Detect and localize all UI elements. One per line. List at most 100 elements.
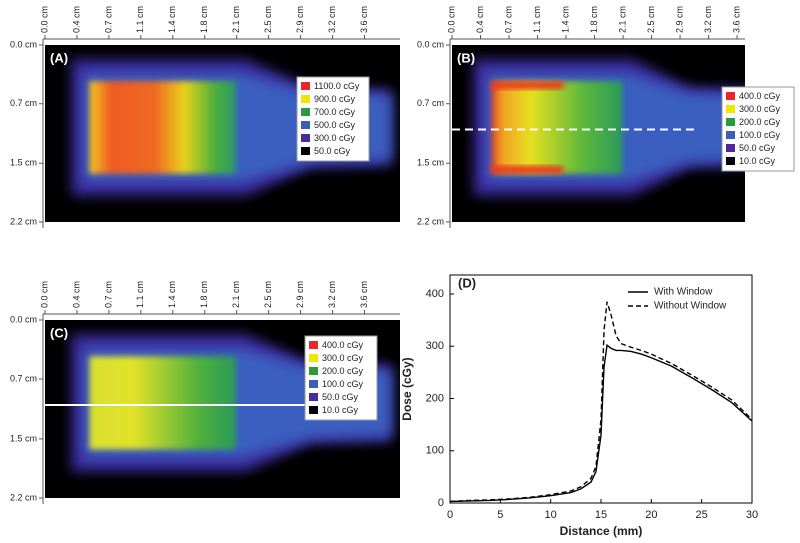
legend-label: 200.0 cGy: [322, 366, 364, 376]
panel-label: (C): [50, 325, 68, 340]
y-tick-label: 1.5 cm: [10, 433, 37, 443]
x-tick-label: 0.0 cm: [39, 281, 49, 308]
y-tick-label: 0: [438, 497, 444, 509]
series-line: [449, 343, 753, 503]
legend-swatch: [301, 82, 310, 90]
y-axis-label: Dose (cGy): [400, 357, 414, 420]
x-tick-label: 1.4 cm: [167, 281, 177, 308]
edge-hot: [491, 165, 564, 174]
y-tick-label: 2.2 cm: [417, 216, 444, 226]
legend-swatch: [301, 108, 310, 116]
y-tick-label: 0.7 cm: [10, 98, 37, 108]
legend-swatch: [301, 134, 310, 142]
legend-label: Without Window: [654, 301, 727, 312]
x-tick-label: 1.4 cm: [167, 6, 177, 33]
legend-label: With Window: [654, 287, 713, 298]
legend-label: 100.0 cGy: [322, 379, 364, 389]
legend-swatch: [726, 105, 735, 113]
legend-label: 400.0 cGy: [322, 340, 364, 350]
legend-label: 400.0 cGy: [739, 91, 781, 101]
x-tick-label: 1.1 cm: [135, 281, 145, 308]
x-tick-label: 20: [645, 509, 657, 521]
x-tick-label: 2.1 cm: [617, 6, 627, 33]
y-tick-label: 0.0 cm: [417, 39, 444, 49]
y-tick-label: 0.7 cm: [417, 98, 444, 108]
x-tick-label: 3.6 cm: [359, 6, 369, 33]
y-tick-label: 200: [426, 392, 444, 404]
x-tick-label: 3.6 cm: [359, 281, 369, 308]
x-tick-label: 1.1 cm: [532, 6, 542, 33]
y-tick-label: 100: [426, 445, 444, 457]
x-tick-label: 1.4 cm: [560, 6, 570, 33]
legend-swatch: [309, 380, 318, 388]
y-tick-label: 1.5 cm: [417, 158, 444, 168]
x-tick-label: 0: [447, 509, 453, 521]
y-tick-label: 0.0 cm: [10, 39, 37, 49]
x-tick-label: 25: [696, 509, 708, 521]
x-tick-label: 2.5 cm: [263, 281, 273, 308]
dose-image: [452, 45, 745, 222]
x-tick-label: 2.9 cm: [674, 6, 684, 33]
x-tick-label: 1.8 cm: [199, 281, 209, 308]
y-tick-label: 2.2 cm: [10, 492, 37, 502]
legend-label: 900.0 cGy: [314, 94, 356, 104]
field-core: [89, 81, 236, 174]
y-tick-label: 1.5 cm: [10, 158, 37, 168]
x-tick-label: 3.2 cm: [327, 281, 337, 308]
legend-swatch: [309, 354, 318, 362]
field-core: [491, 81, 623, 174]
legend-swatch: [726, 92, 735, 100]
legend-label: 10.0 cGy: [322, 405, 359, 415]
x-tick-label: 5: [497, 509, 503, 521]
x-tick-label: 10: [545, 509, 557, 521]
legend-label: 500.0 cGy: [314, 120, 356, 130]
panel-label: (A): [50, 50, 68, 65]
dose-field: [473, 59, 745, 196]
legend-label: 700.0 cGy: [314, 107, 356, 117]
x-tick-label: 2.5 cm: [646, 6, 656, 33]
legend-label: 10.0 cGy: [739, 156, 776, 166]
legend-swatch: [726, 118, 735, 126]
legend-swatch: [309, 367, 318, 375]
x-tick-label: 3.2 cm: [327, 6, 337, 33]
x-tick-label: 15: [595, 509, 607, 521]
x-tick-label: 3.6 cm: [731, 6, 741, 33]
panel-label: (B): [457, 50, 475, 65]
legend-swatch: [726, 131, 735, 139]
y-tick-label: 400: [426, 288, 444, 300]
x-axis-label: Distance (mm): [560, 524, 643, 538]
x-tick-label: 30: [746, 509, 758, 521]
x-tick-label: 0.4 cm: [71, 281, 81, 308]
legend-label: 300.0 cGy: [314, 133, 356, 143]
y-tick-label: 0.0 cm: [10, 314, 37, 324]
x-tick-label: 0.7 cm: [103, 6, 113, 33]
edge-hot: [491, 81, 564, 90]
legend-label: 300.0 cGy: [322, 353, 364, 363]
x-tick-label: 1.8 cm: [589, 6, 599, 33]
legend-label: 100.0 cGy: [739, 130, 781, 140]
legend-swatch: [301, 121, 310, 129]
x-tick-label: 0.4 cm: [475, 6, 485, 33]
legend-swatch: [726, 144, 735, 152]
legend-label: 1100.0 cGy: [314, 81, 360, 91]
legend-swatch: [309, 393, 318, 401]
x-tick-label: 0.0 cm: [446, 6, 456, 33]
x-tick-label: 2.1 cm: [231, 281, 241, 308]
legend-swatch: [309, 341, 318, 349]
legend-label: 50.0 cGy: [739, 143, 776, 153]
y-tick-label: 0.7 cm: [10, 373, 37, 383]
x-tick-label: 0.7 cm: [103, 281, 113, 308]
x-tick-label: 0.0 cm: [39, 6, 49, 33]
x-tick-label: 2.1 cm: [231, 6, 241, 33]
x-tick-label: 0.4 cm: [71, 6, 81, 33]
x-tick-label: 2.9 cm: [295, 281, 305, 308]
legend-swatch: [726, 157, 735, 165]
x-tick-label: 1.8 cm: [199, 6, 209, 33]
legend-swatch: [309, 406, 318, 414]
y-tick-label: 2.2 cm: [10, 216, 37, 226]
legend-label: 50.0 cGy: [322, 392, 359, 402]
x-tick-label: 1.1 cm: [135, 6, 145, 33]
panel-label: (D): [458, 275, 476, 290]
legend-label: 300.0 cGy: [739, 104, 781, 114]
